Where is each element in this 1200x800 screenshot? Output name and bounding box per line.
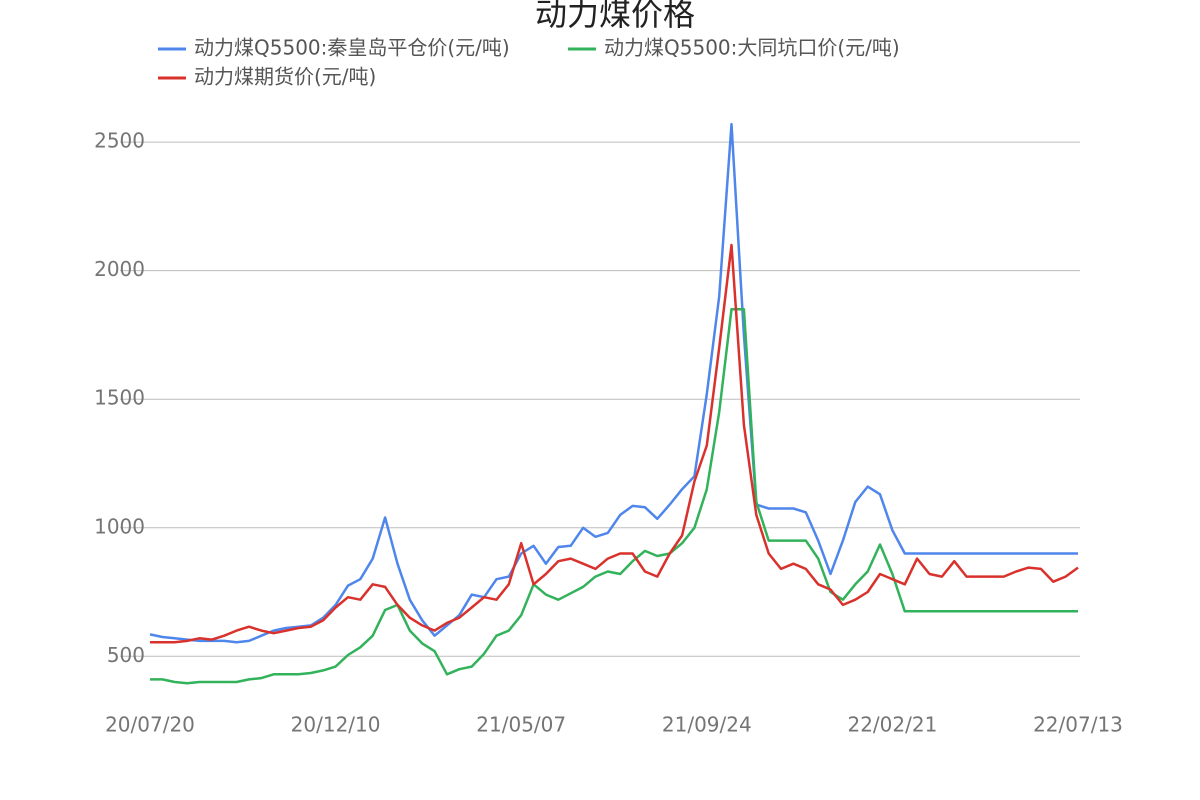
x-tick-label: 21/09/24 xyxy=(662,713,752,737)
y-tick-label: 500 xyxy=(107,643,145,667)
chart-title: 动力煤价格 xyxy=(535,0,695,33)
y-tick-label: 2500 xyxy=(94,129,145,153)
legend-label: 动力煤期货价(元/吨) xyxy=(194,65,376,89)
series-line xyxy=(149,122,1078,644)
series-line xyxy=(150,307,1078,685)
x-tick-label: 22/02/21 xyxy=(847,713,937,737)
x-tick-label: 22/07/13 xyxy=(1033,713,1123,737)
x-tick-label: 21/05/07 xyxy=(476,713,566,737)
y-tick-label: 1000 xyxy=(94,514,145,538)
series-line xyxy=(150,243,1079,644)
y-tick-label: 1500 xyxy=(94,386,145,410)
legend-label: 动力煤Q5500:秦皇岛平仓价(元/吨) xyxy=(194,36,510,60)
x-tick-label: 20/07/20 xyxy=(105,713,195,737)
y-tick-label: 2000 xyxy=(94,257,145,281)
legend-label: 动力煤Q5500:大同坑口价(元/吨) xyxy=(604,36,900,60)
x-tick-label: 20/12/10 xyxy=(291,713,381,737)
